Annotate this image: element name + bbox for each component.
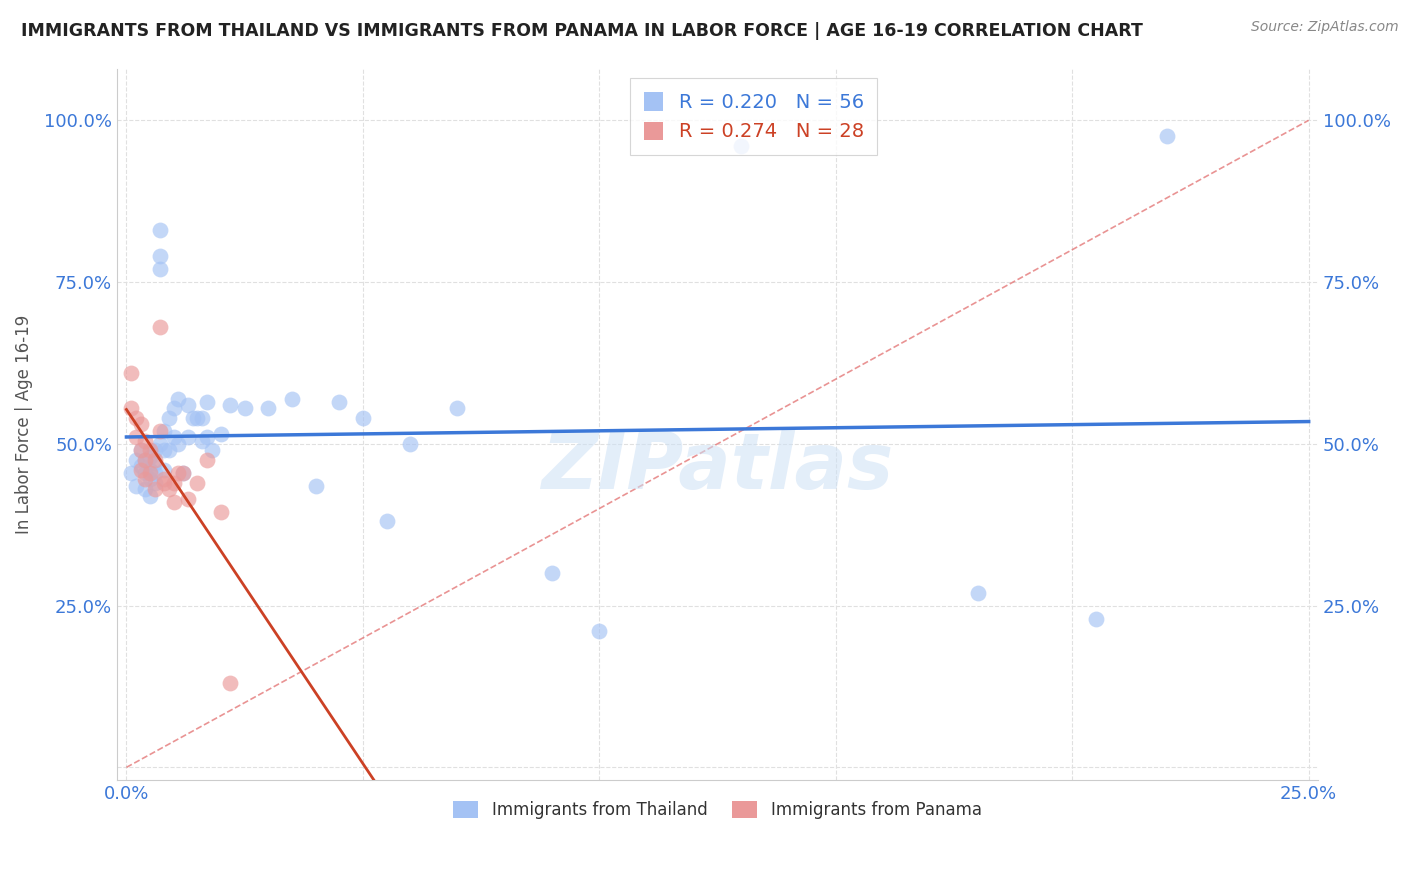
Point xyxy=(143,482,166,496)
Point xyxy=(129,443,152,458)
Point xyxy=(143,466,166,480)
Point xyxy=(328,394,350,409)
Point xyxy=(134,466,156,480)
Point xyxy=(167,392,190,406)
Point xyxy=(134,472,156,486)
Point xyxy=(129,463,152,477)
Point xyxy=(139,466,162,480)
Point xyxy=(139,463,162,477)
Point xyxy=(143,475,166,490)
Point xyxy=(157,482,180,496)
Point xyxy=(177,398,200,412)
Point xyxy=(167,466,190,480)
Point xyxy=(399,437,422,451)
Point xyxy=(125,411,148,425)
Point xyxy=(143,456,166,470)
Point xyxy=(143,453,166,467)
Point xyxy=(186,475,208,490)
Point xyxy=(153,472,176,486)
Point xyxy=(172,466,194,480)
Point xyxy=(966,585,988,599)
Point xyxy=(177,491,200,506)
Point xyxy=(541,566,564,581)
Point xyxy=(163,430,186,444)
Point xyxy=(233,401,256,416)
Point xyxy=(134,434,156,448)
Text: ZIPatlas: ZIPatlas xyxy=(541,429,894,505)
Point xyxy=(125,430,148,444)
Point xyxy=(257,401,280,416)
Point xyxy=(1156,129,1178,144)
Point xyxy=(120,401,142,416)
Point xyxy=(195,453,218,467)
Point xyxy=(200,443,222,458)
Point xyxy=(120,366,142,380)
Point xyxy=(125,453,148,467)
Point xyxy=(186,411,208,425)
Point xyxy=(129,459,152,474)
Point xyxy=(153,443,176,458)
Point xyxy=(209,505,232,519)
Point xyxy=(129,417,152,432)
Point xyxy=(129,443,152,458)
Point xyxy=(167,437,190,451)
Point xyxy=(143,443,166,458)
Point xyxy=(153,424,176,438)
Text: Source: ZipAtlas.com: Source: ZipAtlas.com xyxy=(1251,20,1399,34)
Point xyxy=(148,424,170,438)
Y-axis label: In Labor Force | Age 16-19: In Labor Force | Age 16-19 xyxy=(15,315,32,534)
Point xyxy=(195,394,218,409)
Point xyxy=(148,249,170,263)
Point xyxy=(157,443,180,458)
Point xyxy=(281,392,304,406)
Point xyxy=(1084,611,1107,625)
Point xyxy=(219,676,242,690)
Point xyxy=(163,401,186,416)
Point xyxy=(191,411,214,425)
Point xyxy=(163,495,186,509)
Point xyxy=(163,475,186,490)
Legend: Immigrants from Thailand, Immigrants from Panama: Immigrants from Thailand, Immigrants fro… xyxy=(447,794,988,825)
Point xyxy=(352,411,374,425)
Point xyxy=(125,479,148,493)
Point xyxy=(219,398,242,412)
Point xyxy=(134,453,156,467)
Point xyxy=(195,430,218,444)
Point xyxy=(148,437,170,451)
Point xyxy=(148,223,170,237)
Point xyxy=(139,450,162,464)
Point xyxy=(157,411,180,425)
Text: IMMIGRANTS FROM THAILAND VS IMMIGRANTS FROM PANAMA IN LABOR FORCE | AGE 16-19 CO: IMMIGRANTS FROM THAILAND VS IMMIGRANTS F… xyxy=(21,22,1143,40)
Point xyxy=(120,466,142,480)
Point xyxy=(191,434,214,448)
Point xyxy=(304,479,326,493)
Point xyxy=(209,427,232,442)
Point xyxy=(588,624,610,639)
Point xyxy=(134,482,156,496)
Point xyxy=(446,401,468,416)
Point xyxy=(153,463,176,477)
Point xyxy=(148,320,170,334)
Point xyxy=(177,430,200,444)
Point xyxy=(139,489,162,503)
Point xyxy=(181,411,204,425)
Point xyxy=(730,139,752,153)
Point xyxy=(148,262,170,277)
Point xyxy=(139,443,162,458)
Point xyxy=(172,466,194,480)
Point xyxy=(375,515,398,529)
Point xyxy=(139,472,162,486)
Point xyxy=(153,475,176,490)
Point xyxy=(134,453,156,467)
